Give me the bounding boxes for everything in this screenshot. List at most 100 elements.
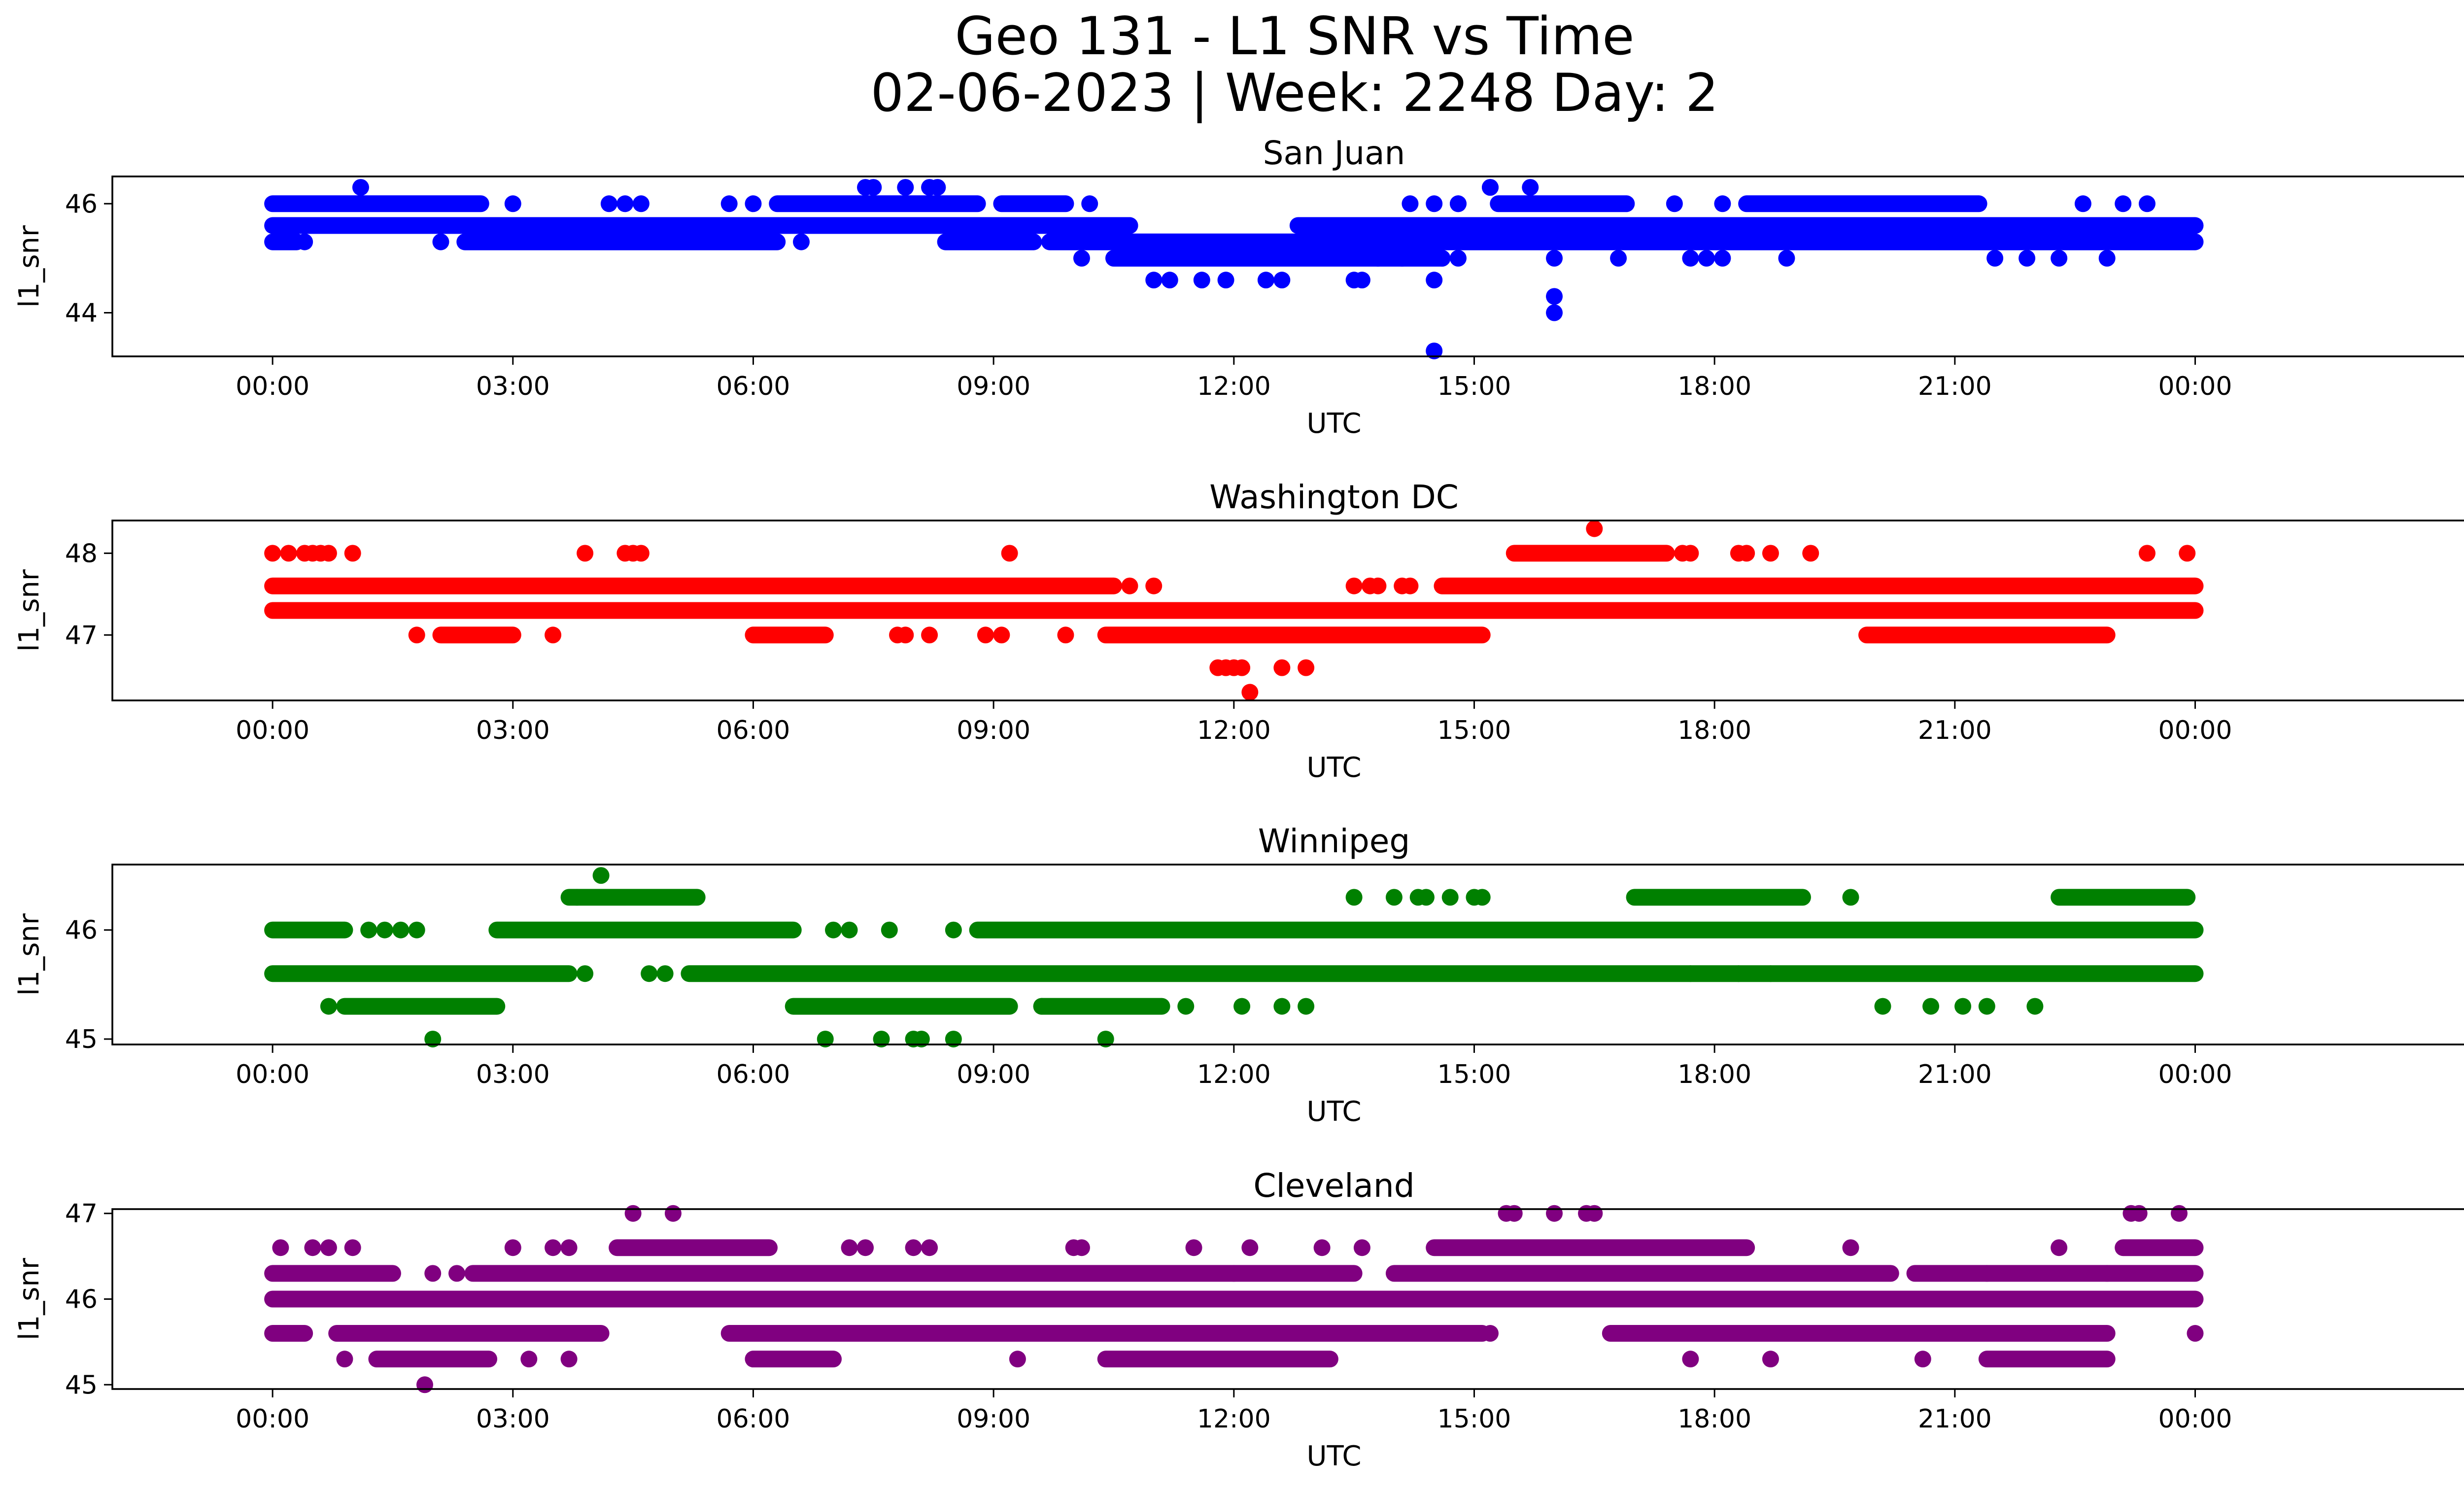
data-point: [545, 1239, 562, 1256]
x-tick-label: 00:00: [2158, 372, 2232, 401]
data-point: [2170, 1205, 2188, 1222]
x-tick-label: 18:00: [1677, 1404, 1751, 1434]
data-point: [865, 179, 882, 196]
data-points: [264, 179, 2204, 359]
data-point: [1986, 249, 2004, 267]
data-point: [1033, 998, 1050, 1015]
data-point: [1922, 998, 1940, 1015]
data-point: [841, 921, 858, 939]
data-point: [1449, 249, 1467, 267]
data-point: [2138, 545, 2156, 562]
data-point: [408, 626, 425, 644]
x-tick-label: 06:00: [717, 1404, 790, 1434]
x-axis-label: UTC: [1306, 1096, 1361, 1128]
x-tick-label: 06:00: [717, 1060, 790, 1089]
data-point: [1698, 249, 1715, 267]
data-point: [577, 545, 594, 562]
data-point: [1298, 659, 1315, 676]
data-point: [1449, 195, 1467, 212]
data-points: [264, 867, 2204, 1047]
data-point: [320, 545, 337, 562]
data-point: [1298, 998, 1315, 1015]
axes-frame: [111, 175, 2464, 357]
data-point: [1978, 1265, 1995, 1282]
data-point: [1546, 1205, 1563, 1222]
data-point: [1121, 577, 1138, 594]
data-point: [1682, 1351, 1699, 1368]
data-point: [1426, 272, 1443, 289]
x-tick-label: 00:00: [2158, 1404, 2232, 1434]
data-point: [1225, 1265, 1242, 1282]
data-point: [1353, 272, 1370, 289]
x-tick-label: 15:00: [1437, 1404, 1511, 1434]
data-point: [1353, 1239, 1370, 1256]
x-tick-label: 03:00: [476, 1060, 550, 1089]
data-point: [1738, 545, 1755, 562]
data-point: [1441, 889, 1459, 906]
data-point: [1121, 217, 1138, 234]
data-point: [921, 1239, 938, 1256]
data-point: [408, 921, 425, 939]
data-point: [632, 545, 650, 562]
data-point: [432, 233, 449, 250]
data-point: [416, 1376, 433, 1393]
x-tick-label: 03:00: [476, 716, 550, 745]
data-point: [592, 867, 610, 884]
data-point: [360, 921, 377, 939]
y-tick-label: 45: [65, 1025, 98, 1054]
data-point: [2051, 249, 2068, 267]
x-tick-label: 00:00: [236, 1060, 309, 1089]
panel-title: Washington DC: [1209, 478, 1459, 516]
x-axis-label: UTC: [1306, 408, 1361, 440]
data-point: [1241, 1239, 1259, 1256]
data-point: [376, 921, 393, 939]
data-point: [1762, 545, 1779, 562]
data-point: [1257, 272, 1274, 289]
data-point: [664, 1205, 682, 1222]
data-point: [1473, 889, 1491, 906]
panel-cleveland: Cleveland 00:00 03:00 06:00 09:00 12:00 15:00 1…: [13, 1167, 2464, 1472]
data-points: [264, 1205, 2204, 1393]
data-point: [520, 1351, 538, 1368]
x-tick-label: 21:00: [1918, 716, 1992, 745]
x-tick-label: 12:00: [1197, 372, 1271, 401]
data-point: [264, 545, 281, 562]
data-point: [1778, 249, 1795, 267]
data-point: [1978, 998, 1995, 1015]
data-point: [1233, 659, 1251, 676]
y-tick-label: 47: [65, 1199, 98, 1229]
data-point: [841, 1239, 858, 1256]
data-point: [616, 195, 634, 212]
data-point: [977, 626, 994, 644]
data-point: [352, 179, 369, 196]
data-point: [1842, 889, 1859, 906]
data-point: [857, 1239, 874, 1256]
data-point: [632, 195, 650, 212]
data-point: [2138, 195, 2156, 212]
figure-title-line1: Geo 131 - L1 SNR vs Time: [955, 6, 1634, 67]
data-point: [545, 626, 562, 644]
axes-frame: [111, 520, 2464, 701]
y-axis-label: l1_snr: [13, 569, 45, 652]
data-point: [1273, 272, 1291, 289]
figure-title-line2: 02-06-2023 | Week: 2248 Day: 2: [871, 63, 1719, 124]
data-point: [1273, 998, 1291, 1015]
data-point: [897, 179, 914, 196]
x-tick-label: 03:00: [476, 1404, 550, 1434]
data-point: [913, 1030, 930, 1047]
data-point: [1097, 1030, 1114, 1047]
data-point: [577, 965, 594, 982]
y-tick-label: 45: [65, 1370, 98, 1400]
data-point: [1273, 659, 1291, 676]
data-point: [929, 179, 946, 196]
data-point: [1762, 965, 1779, 982]
panels: San Juan 00:00 03:00 06:00 09:00 12:00 15:00 18…: [13, 134, 2464, 1472]
x-tick-label: 09:00: [957, 372, 1030, 401]
x-tick-label: 03:00: [476, 372, 550, 401]
y-tick-label: 46: [65, 1285, 98, 1315]
data-point: [2074, 195, 2091, 212]
data-point: [424, 1030, 442, 1047]
data-point: [1874, 998, 1891, 1015]
data-point: [1954, 998, 1972, 1015]
data-point: [344, 1239, 361, 1256]
